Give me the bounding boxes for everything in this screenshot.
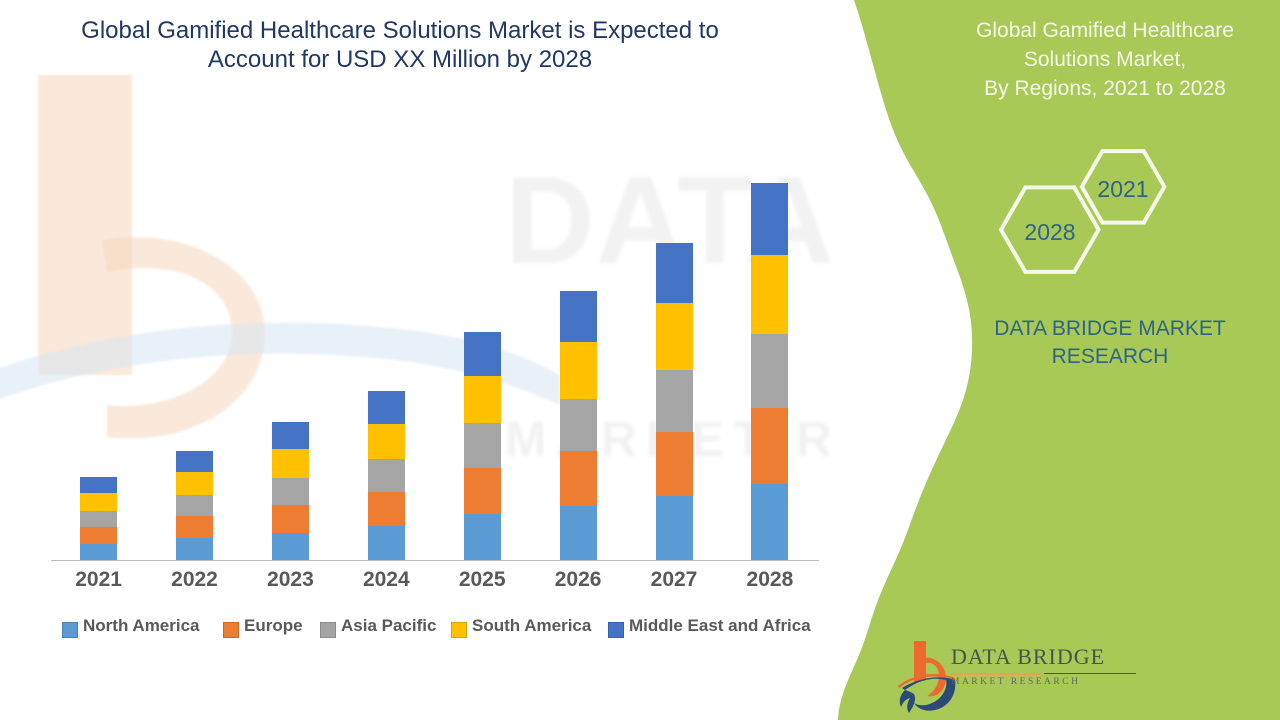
svg-text:2028: 2028	[1024, 219, 1075, 245]
svg-text:2021: 2021	[1097, 176, 1148, 202]
